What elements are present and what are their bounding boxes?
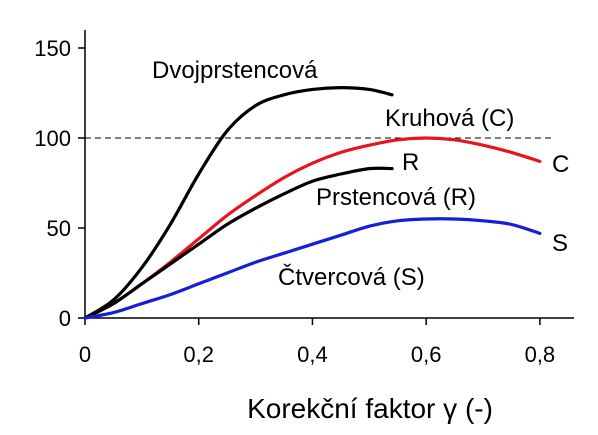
series-line-dvojprstencov- — [83, 86, 394, 320]
x-axis-label: Korekční faktor γ (-) — [247, 393, 493, 424]
series-line--tvercov-s- — [83, 217, 542, 320]
y-tick-label: 0 — [59, 306, 71, 331]
x-tick-label: 0,2 — [183, 342, 214, 367]
annotation-ctvercova: Čtvercová (S) — [278, 263, 425, 291]
ticks: 0 50 100 150 0 0,2 0,4 0,6 0,8 — [34, 36, 555, 367]
annotation-end-c: C — [552, 151, 569, 178]
x-tick-label: 0,6 — [411, 342, 442, 367]
x-tick-label: 0,8 — [525, 342, 556, 367]
y-tick-label: 100 — [34, 126, 71, 151]
axes — [84, 30, 574, 319]
annotation-dvojprstencova: Dvojprstencová — [152, 57, 318, 84]
series-line-prstencov-r- — [83, 166, 394, 320]
x-tick-label: 0,4 — [297, 342, 328, 367]
y-tick-label: 50 — [47, 216, 71, 241]
series-line-kruhov-c- — [83, 136, 542, 320]
x-tick-label: 0 — [79, 342, 91, 367]
annotation-end-r: R — [402, 149, 419, 176]
annotation-kruhova: Kruhová (C) — [385, 105, 514, 132]
y-tick-label: 150 — [34, 36, 71, 61]
series-group — [83, 86, 542, 320]
annotation-prstencova: Prstencová (R) — [316, 184, 476, 211]
annotation-end-s: S — [552, 230, 568, 257]
